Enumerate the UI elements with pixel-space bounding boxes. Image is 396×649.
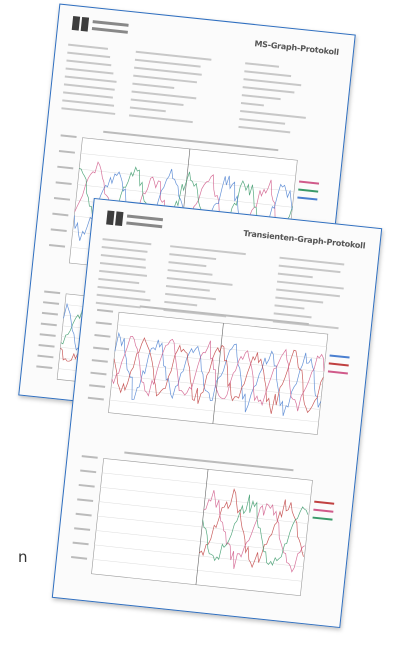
- blurred-text: [238, 126, 290, 133]
- blurred-text: [276, 289, 340, 298]
- blurred-text: [275, 296, 323, 303]
- blurred-text: [99, 270, 147, 277]
- blurred-text: [243, 78, 301, 86]
- blurred-text: [133, 75, 197, 84]
- blurred-text: [80, 470, 96, 474]
- blurred-text: [94, 334, 110, 338]
- blurred-text: [169, 253, 216, 260]
- blurred-text: [52, 213, 68, 217]
- blurred-text: [98, 278, 139, 284]
- blurred-text: [57, 166, 73, 170]
- blurred-text: [67, 52, 110, 59]
- blurred-text: [66, 60, 111, 67]
- blurred-text: [59, 150, 75, 154]
- blurred-text: [278, 273, 313, 279]
- blurred-text: [97, 286, 145, 293]
- page-title: Transienten-Graph-Protokoll: [243, 229, 366, 251]
- blurred-text: [131, 91, 196, 100]
- blurred-text: [43, 301, 59, 305]
- blurred-text: [61, 107, 115, 115]
- blurred-text: [100, 262, 146, 269]
- blurred-text: [76, 513, 92, 517]
- blurred-text: [36, 365, 52, 369]
- blurred-text: [64, 83, 115, 90]
- legend-swatch: [313, 509, 333, 513]
- blurred-text: [134, 67, 201, 76]
- blurred-text: [274, 304, 304, 309]
- blurred-text: [74, 527, 90, 531]
- blurred-text: [279, 257, 344, 266]
- screen: MS-Graph-Protokoll Transienten-Graph-Pro…: [0, 0, 396, 649]
- blurred-text: [73, 542, 89, 546]
- blurred-text: [102, 246, 148, 253]
- blurred-text: [167, 277, 233, 286]
- page-title: MS-Graph-Protokoll: [254, 39, 339, 57]
- blurred-text: [49, 244, 65, 248]
- blurred-text: [243, 86, 295, 93]
- blurred-text: [93, 347, 109, 351]
- blurred-text: [240, 110, 306, 119]
- blurred-text: [279, 265, 341, 273]
- blurred-text: [168, 261, 206, 267]
- legend-swatch: [330, 354, 350, 358]
- blurred-text: [90, 372, 106, 376]
- front-page: Transienten-Graph-Protokoll: [52, 198, 382, 628]
- blurred-text: [71, 556, 87, 560]
- legend-swatch: [328, 370, 348, 374]
- legend-swatch: [299, 181, 319, 185]
- legend-swatch: [314, 501, 334, 505]
- blurred-text: [89, 384, 105, 388]
- legend-swatch: [297, 196, 317, 200]
- blurred-text: [44, 291, 60, 295]
- blurred-text: [97, 309, 113, 313]
- legend-swatch: [298, 188, 318, 192]
- blurred-text: [102, 238, 151, 245]
- chart: [66, 444, 343, 611]
- blurred-text: [131, 98, 184, 106]
- blurred-text: [68, 44, 108, 50]
- blurred-text: [166, 285, 210, 292]
- blurred-text: [40, 333, 56, 337]
- blurred-text: [96, 321, 112, 325]
- blurred-text: [82, 455, 98, 459]
- blurred-text: [65, 75, 117, 82]
- blurred-text: [239, 118, 285, 125]
- blurred-text: [244, 70, 291, 77]
- side-text: n: [18, 548, 28, 566]
- blurred-text: [51, 228, 67, 232]
- blurred-text: [77, 498, 93, 502]
- blurred-text: [277, 281, 344, 290]
- blurred-text: [56, 181, 72, 185]
- blurred-text: [245, 62, 279, 68]
- blurred-text: [54, 197, 70, 201]
- blurred-text: [38, 344, 54, 348]
- logo: [72, 16, 133, 38]
- blurred-text: [130, 106, 166, 112]
- blurred-text: [41, 323, 57, 327]
- blurred-text: [129, 114, 193, 123]
- legend-swatch: [329, 362, 349, 366]
- blurred-text: [66, 68, 114, 75]
- blurred-text: [165, 293, 216, 300]
- legend-swatch: [312, 517, 332, 521]
- blurred-text: [62, 99, 114, 106]
- blurred-text: [79, 484, 95, 488]
- blurred-text: [241, 102, 264, 106]
- blurred-text: [88, 397, 104, 401]
- blurred-text: [242, 94, 281, 100]
- chart: [83, 298, 359, 450]
- blurred-text: [132, 83, 174, 89]
- logo: [106, 210, 167, 232]
- blurred-text: [168, 269, 213, 276]
- blurred-text: [92, 359, 108, 363]
- blurred-text: [42, 312, 58, 316]
- blurred-text: [63, 91, 113, 98]
- blurred-text: [61, 134, 77, 138]
- blurred-text: [37, 355, 53, 359]
- blurred-text: [101, 254, 146, 261]
- blurred-text: [135, 59, 201, 68]
